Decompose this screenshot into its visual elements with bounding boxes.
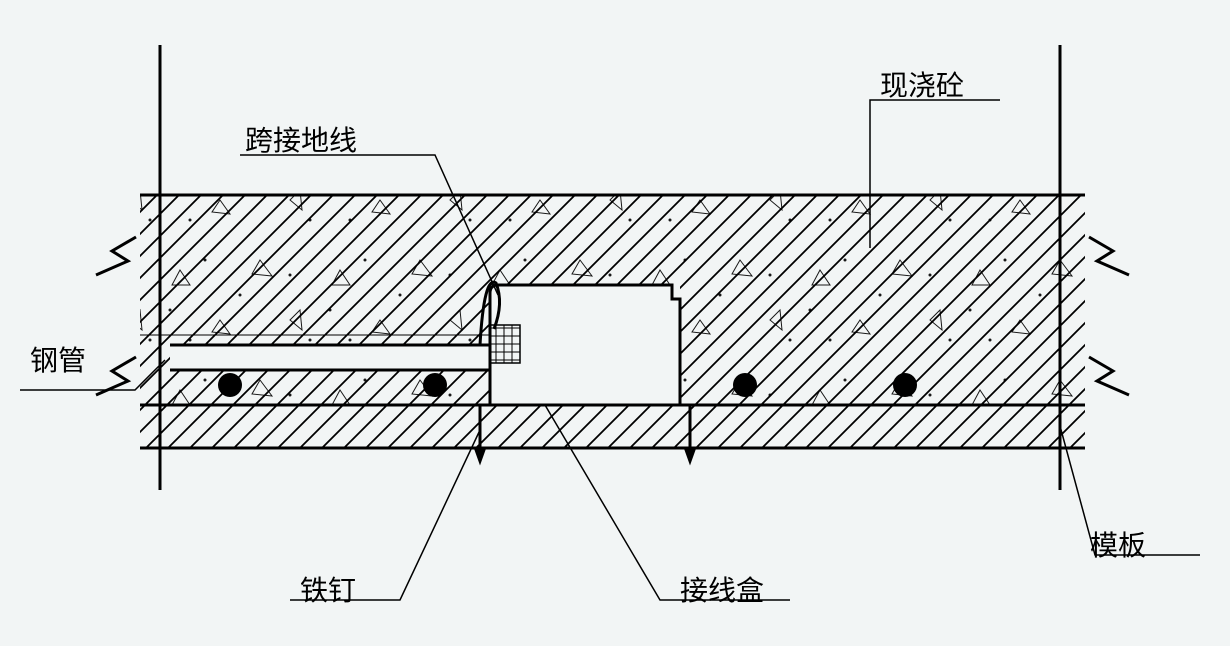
rebar-dot (893, 373, 917, 397)
label-formwork: 模板 (1090, 530, 1146, 561)
label-bondwire: 跨接地线 (245, 125, 357, 156)
label-nail: 铁钉 (300, 575, 356, 606)
label-conduit: 钢管 (30, 345, 86, 376)
rebar-dot (733, 373, 757, 397)
rebar-dot (218, 373, 242, 397)
label-jbox: 接线盒 (680, 575, 764, 606)
rebar-dot (423, 373, 447, 397)
label-concrete: 现浇砼 (880, 70, 964, 101)
